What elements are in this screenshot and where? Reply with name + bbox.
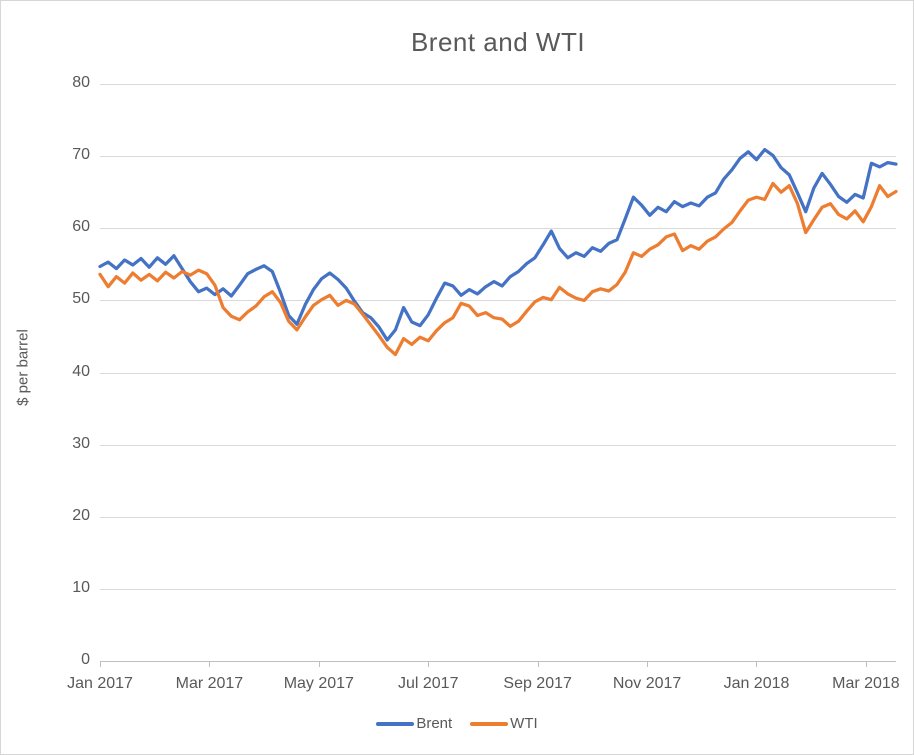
brent-line-swatch: [376, 721, 415, 726]
x-tick-label: Sep 2017: [503, 675, 572, 692]
legend-item-wti: WTI: [470, 715, 538, 732]
y-tick-label: 70: [72, 146, 90, 164]
legend: Brent WTI: [1, 715, 913, 732]
x-tick-label: Jan 2018: [723, 675, 790, 692]
y-tick-label: 40: [72, 362, 90, 380]
y-tick-label: 60: [72, 218, 90, 236]
chart-title: Brent and WTI: [410, 27, 586, 57]
x-tick-label: May 2017: [283, 675, 354, 692]
y-tick-label: 80: [72, 74, 90, 91]
wti-series-line: [98, 181, 898, 357]
legend-label-brent: Brent: [416, 715, 453, 732]
y-tick-label: 10: [72, 578, 90, 596]
wti-line-swatch: [470, 721, 509, 726]
y-tick-label: 20: [72, 506, 90, 524]
y-axis-title: $ per barrel: [14, 329, 32, 406]
x-tick-label: Nov 2017: [612, 675, 682, 692]
y-tick-label: 0: [81, 651, 90, 668]
x-tick-label: Mar 2018: [832, 675, 900, 692]
x-tick-label: Jan 2017: [67, 675, 133, 692]
legend-label-wti: WTI: [510, 715, 538, 732]
y-tick-label: 30: [72, 434, 90, 452]
x-tick-label: Jul 2017: [397, 675, 459, 692]
x-tick-label: Mar 2017: [175, 675, 244, 692]
brent-series-line: [98, 147, 898, 342]
legend-item-brent: Brent: [376, 715, 452, 732]
y-tick-label: 50: [72, 290, 90, 308]
